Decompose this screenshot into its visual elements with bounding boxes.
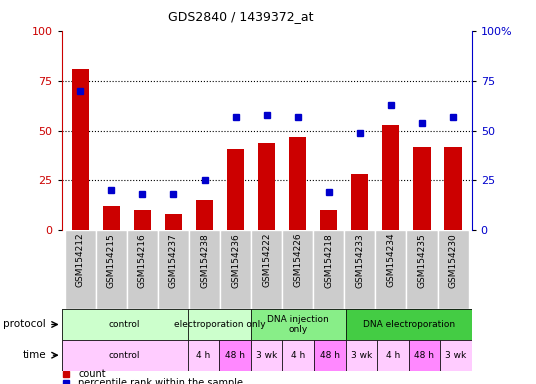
Bar [165,214,182,230]
Bar [103,207,120,230]
Bar [62,340,188,371]
Text: 4 h: 4 h [386,351,400,360]
Text: 48 h: 48 h [225,351,245,360]
Text: GSM154236: GSM154236 [231,233,240,288]
Bar [382,124,399,230]
Bar [251,230,282,309]
Bar [127,230,158,309]
Bar [320,210,337,230]
Text: time: time [23,350,46,360]
Text: GSM154238: GSM154238 [200,233,209,288]
Bar [413,147,430,230]
Bar [227,149,244,230]
Text: protocol: protocol [3,319,46,329]
Bar [189,230,220,309]
Text: 3 wk: 3 wk [445,351,466,360]
Bar [251,340,282,371]
Text: 48 h: 48 h [414,351,434,360]
Text: GSM154235: GSM154235 [418,233,427,288]
Text: DNA electroporation: DNA electroporation [362,320,455,329]
Bar [444,147,461,230]
Bar [406,230,437,309]
Text: 3 wk: 3 wk [351,351,372,360]
Bar [440,340,472,371]
Bar [96,230,127,309]
Text: GSM154237: GSM154237 [169,233,178,288]
Bar [158,230,189,309]
Bar [314,340,346,371]
Bar [282,230,313,309]
Text: count: count [78,369,106,379]
Bar [408,340,440,371]
Bar [313,230,344,309]
Bar [258,142,275,230]
Text: 3 wk: 3 wk [256,351,277,360]
Text: GSM154218: GSM154218 [324,233,333,288]
Text: electroporation only: electroporation only [174,320,265,329]
Text: percentile rank within the sample: percentile rank within the sample [78,377,243,384]
Text: DNA injection
only: DNA injection only [267,315,329,334]
Bar [220,230,251,309]
Text: control: control [109,351,140,360]
Text: 4 h: 4 h [197,351,211,360]
Text: GSM154212: GSM154212 [76,233,85,287]
Bar [346,340,377,371]
Text: GSM154233: GSM154233 [355,233,364,288]
Bar [375,230,406,309]
Text: 48 h: 48 h [320,351,340,360]
Text: 4 h: 4 h [291,351,306,360]
Bar [377,340,408,371]
Bar [134,210,151,230]
Bar [62,309,188,340]
Text: GSM154234: GSM154234 [386,233,396,287]
Bar [289,137,306,230]
Text: control: control [109,320,140,329]
Bar [65,230,96,309]
Text: GSM154215: GSM154215 [107,233,116,288]
Bar [351,174,368,230]
Bar [196,200,213,230]
Bar [346,309,472,340]
Text: GDS2840 / 1439372_at: GDS2840 / 1439372_at [168,10,314,23]
Text: GSM154216: GSM154216 [138,233,147,288]
Bar [251,309,346,340]
Bar [282,340,314,371]
Bar [219,340,251,371]
Bar [188,309,251,340]
Bar [437,230,468,309]
Text: GSM154226: GSM154226 [293,233,302,287]
Text: GSM154230: GSM154230 [449,233,458,288]
Bar [72,69,89,230]
Bar [188,340,219,371]
Bar [344,230,375,309]
Text: GSM154222: GSM154222 [262,233,271,287]
